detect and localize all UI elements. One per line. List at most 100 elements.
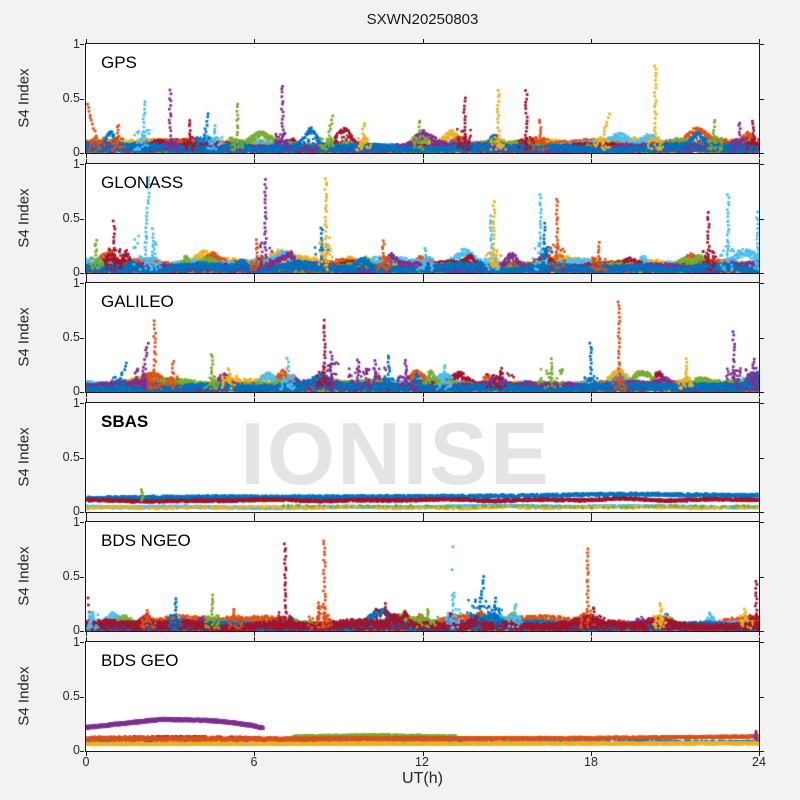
y-tick-label: 0.5 (62, 330, 80, 344)
axis-tick (254, 517, 255, 521)
x-tick-label: 6 (250, 755, 258, 769)
y-tick-label: 0 (73, 623, 80, 637)
axis-tick (80, 44, 84, 45)
axis-tick (760, 219, 764, 220)
axis-tick (80, 751, 84, 752)
axis-tick (760, 577, 764, 578)
panel-label-galileo: GALILEO (101, 292, 174, 311)
axis-tick (759, 154, 760, 158)
axis-tick (591, 752, 592, 756)
scatter-canvas-bds-geo (86, 642, 759, 751)
axis-tick (759, 632, 760, 636)
axis-tick (254, 752, 255, 756)
panel-label-bds-geo: BDS GEO (101, 651, 179, 670)
axis-tick (254, 154, 255, 158)
y-tick-label: 1 (73, 37, 80, 51)
axis-tick (86, 159, 87, 163)
chart-title: SXWN20250803 (366, 11, 479, 28)
axis-tick (423, 159, 424, 163)
axis-tick (760, 153, 764, 154)
axis-tick (86, 274, 87, 278)
axis-tick (760, 273, 764, 274)
axis-tick (80, 642, 84, 643)
axis-tick (423, 752, 424, 756)
panel-glonass: GLONASS (85, 163, 760, 274)
axis-tick (80, 697, 84, 698)
panel-sbas: IONISE SBAS (85, 402, 760, 513)
axis-tick (86, 632, 87, 636)
axis-tick (760, 44, 764, 45)
axis-tick (80, 458, 84, 459)
axis-tick (423, 632, 424, 636)
axis-tick (759, 393, 760, 397)
axis-tick (759, 513, 760, 517)
axis-tick (760, 631, 764, 632)
axis-tick (760, 697, 764, 698)
x-axis-label: UT(h) (402, 770, 443, 787)
axis-tick (254, 637, 255, 641)
axis-tick (759, 274, 760, 278)
axis-tick (760, 392, 764, 393)
y-tick-label: 0.5 (62, 569, 80, 583)
axis-tick (80, 392, 84, 393)
axis-tick (423, 393, 424, 397)
axis-tick (86, 39, 87, 43)
y-tick-label: 0 (73, 743, 80, 757)
axis-tick (80, 512, 84, 513)
axis-tick (423, 517, 424, 521)
y-axis-label: S4 Index (15, 427, 33, 487)
axis-tick (80, 99, 84, 100)
axis-tick (86, 752, 87, 756)
axis-tick (591, 513, 592, 517)
axis-tick (591, 39, 592, 43)
axis-tick (591, 637, 592, 641)
axis-tick (760, 338, 764, 339)
axis-tick (760, 283, 764, 284)
y-tick-label: 1 (73, 157, 80, 171)
panel-bds-geo: BDS GEO (85, 641, 760, 752)
axis-tick (759, 752, 760, 756)
axis-tick (254, 39, 255, 43)
axis-tick (591, 154, 592, 158)
panel-gps: GPS (85, 43, 760, 154)
axis-tick (760, 99, 764, 100)
axis-tick (80, 631, 84, 632)
scatter-canvas-sbas (86, 403, 759, 512)
axis-tick (80, 522, 84, 523)
axis-tick (759, 39, 760, 43)
axis-tick (423, 637, 424, 641)
axis-tick (80, 283, 84, 284)
axis-tick (591, 274, 592, 278)
axis-tick (760, 458, 764, 459)
y-axis-label: S4 Index (15, 68, 33, 128)
axis-tick (86, 513, 87, 517)
axis-tick (423, 39, 424, 43)
axis-tick (423, 398, 424, 402)
axis-tick (80, 153, 84, 154)
axis-tick (591, 278, 592, 282)
y-tick-label: 0.5 (62, 211, 80, 225)
scatter-canvas-gps (86, 44, 759, 153)
axis-tick (759, 517, 760, 521)
axis-tick (80, 338, 84, 339)
axis-tick (254, 274, 255, 278)
axis-tick (759, 398, 760, 402)
axis-tick (254, 632, 255, 636)
x-tick-label: 18 (584, 755, 598, 769)
y-tick-label: 0.5 (62, 450, 80, 464)
y-tick-label: 0.5 (62, 689, 80, 703)
panel-label-bds-ngeo: BDS NGEO (101, 531, 191, 550)
y-tick-label: 0 (73, 504, 80, 518)
panel-galileo: GALILEO (85, 282, 760, 393)
axis-tick (80, 219, 84, 220)
y-tick-label: 1 (73, 635, 80, 649)
panel-label-gps: GPS (101, 53, 137, 72)
axis-tick (591, 159, 592, 163)
axis-tick (86, 393, 87, 397)
axis-tick (254, 513, 255, 517)
y-axis-label: S4 Index (15, 546, 33, 606)
y-tick-label: 1 (73, 515, 80, 529)
y-tick-label: 0.5 (62, 91, 80, 105)
axis-tick (86, 398, 87, 402)
y-tick-label: 1 (73, 396, 80, 410)
